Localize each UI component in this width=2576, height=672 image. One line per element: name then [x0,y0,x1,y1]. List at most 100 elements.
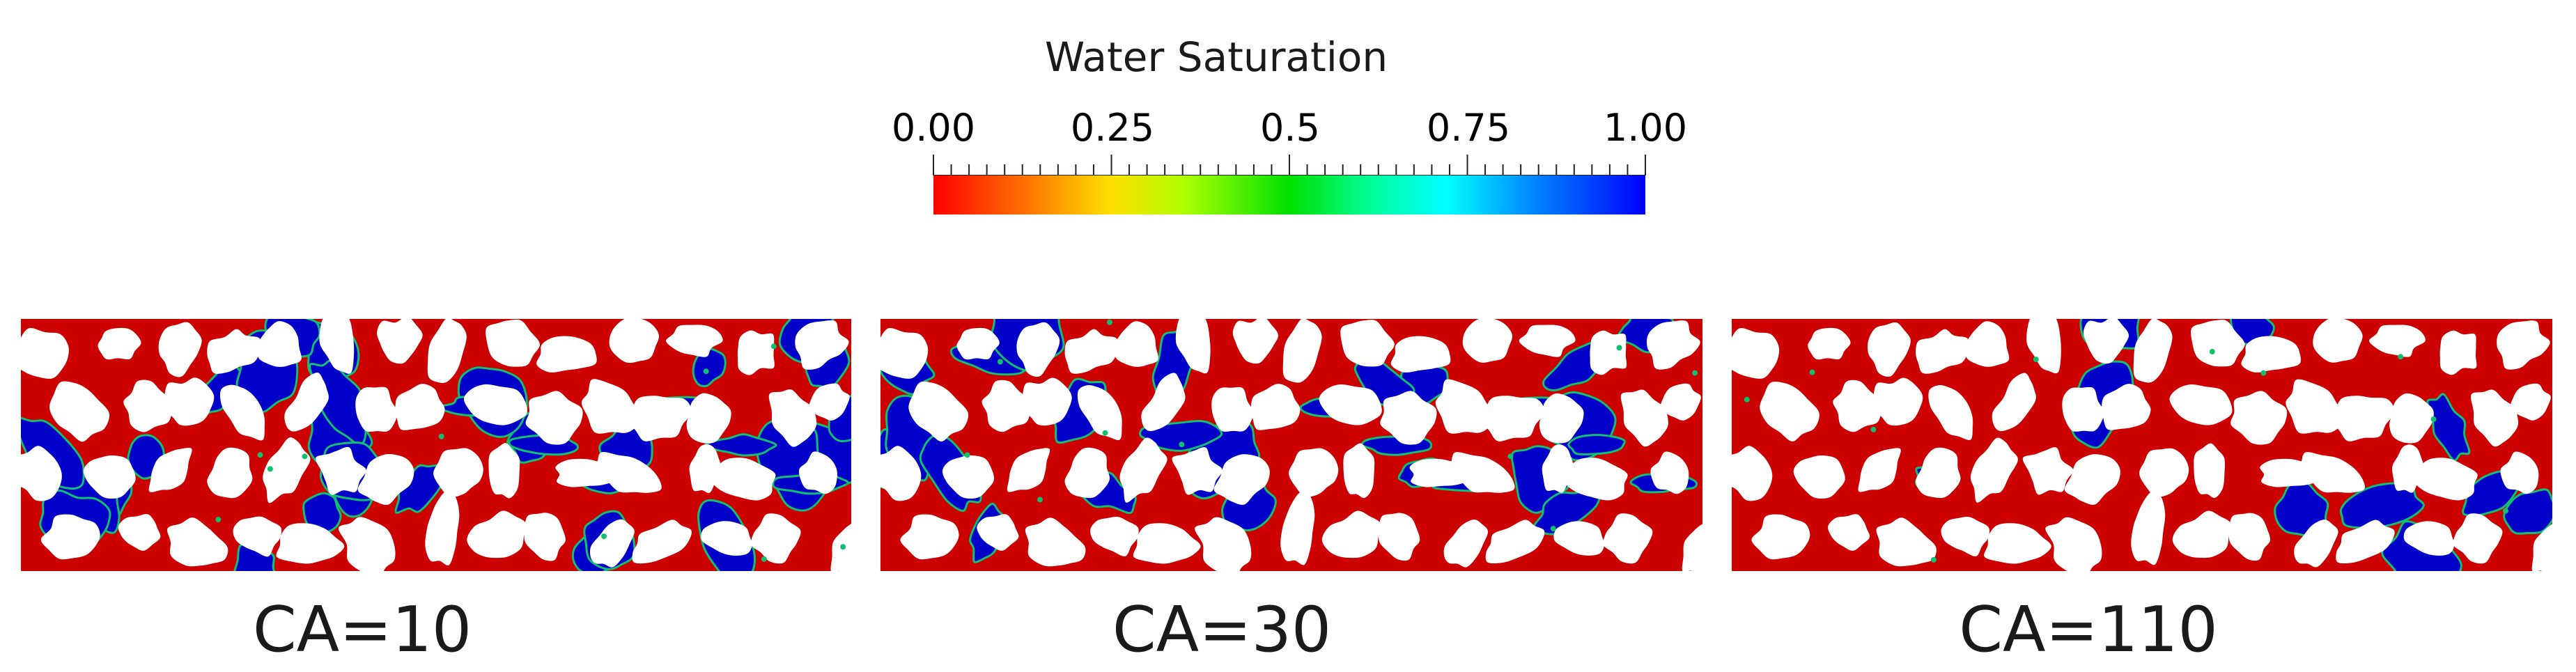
solid-grain [1970,437,2018,503]
solid-grain [900,514,959,560]
solid-grain [1025,517,1086,567]
solid-grain [1340,320,1395,367]
solid-grain [1992,373,2036,432]
solid-grain [2133,319,2173,383]
solid-grain [2286,379,2346,434]
solid-grain [1141,373,1186,432]
solid-grain [427,319,467,383]
solid-grain [2403,521,2455,556]
solid-grain [2510,383,2551,421]
interface-speck [1102,430,1108,436]
solid-grain [1007,448,1050,492]
solid-grain [21,327,69,379]
solid-grain [2333,396,2395,442]
solid-grain [21,446,62,501]
solid-grain [1482,396,1545,442]
interface-speck [257,452,263,458]
solid-grain [2336,519,2395,564]
solid-grain [2439,330,2477,375]
solid-grain [1077,384,1122,441]
solid-grain [1133,523,1201,564]
solid-grain [1928,385,1973,440]
solid-grain [525,391,583,445]
solid-grain [581,379,642,434]
solid-grain [977,514,1019,551]
solid-grain [1876,517,1937,567]
interface-speck [1179,442,1185,448]
solid-grain [1390,336,1451,373]
solid-grain [795,320,849,370]
solid-grain [377,319,423,364]
solid-grain [2241,336,2302,373]
water-channel [1567,434,1626,455]
water-pocket [2503,488,2552,535]
solid-grain [1232,319,1278,364]
solid-grain [2414,458,2478,501]
solid-grain [2453,513,2503,564]
panel-label-ca110: CA=110 [1959,593,2218,666]
solid-grain [596,451,662,493]
solid-grain [1213,454,1270,506]
solid-grain [686,393,731,444]
interface-speck [1550,526,1556,532]
solid-grain [207,447,253,499]
interface-speck [997,359,1003,365]
solid-grain [711,458,776,501]
interface-speck [2209,348,2215,354]
panel-ca30 [880,319,1702,571]
interface-speck [2260,370,2267,376]
solid-grain [1172,447,1223,495]
solid-grain [2026,319,2061,374]
solid-grain [2313,319,2363,363]
solid-grain [263,437,311,503]
solid-grain [158,322,202,377]
solid-grain [2083,319,2129,364]
solid-grain [1603,513,1653,564]
solid-grain [1195,517,1252,571]
solid-grain [524,513,566,561]
solid-grain [1650,451,1689,494]
interface-speck [267,466,273,472]
solid-grain [2191,320,2245,367]
interface-speck [840,544,846,550]
solid-grain [2531,524,2552,571]
solid-grain [1916,447,1961,499]
solid-grain [1282,319,1322,383]
solid-grain [1760,381,1820,442]
solid-grain [1519,325,1576,357]
solid-grain [1380,391,1437,445]
solid-grain [1647,320,1700,370]
colorbar-tick-075: 0.75 [1427,106,1510,150]
solid-grain [1871,377,1923,426]
solid-grain [425,491,460,565]
solid-grain [148,448,192,492]
interface-speck [1930,556,1937,563]
solid-grain [284,373,329,432]
solid-grain [2172,510,2231,558]
interface-speck [1616,345,1622,351]
solid-grain [1833,380,1881,432]
solid-grain [162,377,215,426]
colorbar-tick-0: 0.00 [892,106,975,150]
solid-grain [609,319,660,364]
panel-label-ca10: CA=10 [253,593,472,666]
solid-grain [2062,386,2104,432]
solid-grain [981,380,1030,432]
solid-grain [1016,322,1060,377]
solid-grain [355,386,398,432]
panel-ca10 [21,319,851,571]
panel-ca110 [1732,319,2552,571]
interface-speck [770,343,777,350]
solid-grain [2228,513,2271,561]
interface-speck [2398,354,2404,360]
solid-grain [98,327,141,360]
solid-grain [629,396,692,442]
solid-grain [1732,446,1773,501]
interface-speck [601,533,607,540]
interface-speck [215,517,222,523]
solid-grain [357,454,414,506]
solid-grain [1250,384,1301,430]
interface-speck [761,556,767,562]
solid-grain [167,517,228,567]
solid-grain [2101,384,2151,430]
